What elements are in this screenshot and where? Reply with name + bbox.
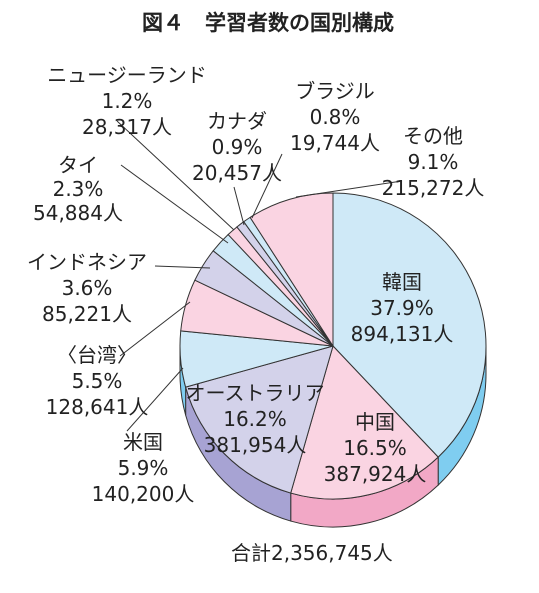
leader-lines — [116, 120, 403, 432]
slice-name-label-ニュージーランド: ニュージーランド — [47, 63, 207, 87]
slice-count-label-オーストラリア: 381,954人 — [204, 433, 307, 457]
slice-name-label-米国: 米国 — [123, 430, 163, 454]
pie-slice-韓国 — [332, 192, 487, 458]
leader-line-ニュージーランド — [116, 120, 235, 231]
leader-line-その他 — [295, 180, 403, 198]
slice-count-label-中国: 387,924人 — [324, 462, 427, 486]
slice-percent-label-タイ: 2.3% — [53, 177, 104, 201]
slice-name-label-オーストラリア: オーストラリア — [186, 381, 325, 405]
slice-name-label-台湾: 〈台湾〉 — [57, 343, 137, 367]
slice-percent-label-オーストラリア: 16.2% — [223, 407, 287, 431]
leader-line-タイ — [120, 164, 229, 244]
leader-line-米国 — [126, 367, 184, 432]
slice-percent-label-インドネシア: 3.6% — [62, 276, 113, 300]
slice-count-label-ニュージーランド: 28,317人 — [82, 115, 172, 139]
slice-count-label-韓国: 894,131人 — [351, 322, 454, 346]
slice-name-label-ブラジル: ブラジル — [295, 79, 375, 103]
leader-line-カナダ — [233, 186, 245, 226]
slice-percent-label-ブラジル: 0.8% — [310, 105, 361, 129]
slice-name-label-タイ: タイ — [58, 153, 98, 177]
slice-percent-label-その他: 9.1% — [408, 150, 459, 174]
slice-count-label-カナダ: 20,457人 — [192, 161, 282, 185]
pie-slices — [179, 192, 487, 500]
slice-name-label-中国: 中国 — [355, 410, 395, 434]
leader-line-インドネシア — [154, 265, 211, 269]
slice-percent-label-カナダ: 0.9% — [212, 135, 263, 159]
chart-title: 図４ 学習者数の国別構成 — [142, 11, 394, 35]
slice-percent-label-台湾: 5.5% — [72, 369, 123, 393]
slice-count-label-ブラジル: 19,744人 — [290, 131, 380, 155]
slice-percent-label-ニュージーランド: 1.2% — [102, 89, 153, 113]
slice-name-label-韓国: 韓国 — [382, 270, 422, 294]
slice-count-label-タイ: 54,884人 — [33, 201, 123, 225]
slice-percent-label-米国: 5.9% — [118, 456, 169, 480]
slice-count-label-台湾: 128,641人 — [46, 395, 149, 419]
slice-name-label-カナダ: カナダ — [207, 109, 267, 133]
slice-percent-label-韓国: 37.9% — [370, 296, 434, 320]
slice-name-label-インドネシア: インドネシア — [27, 250, 147, 274]
slice-count-label-その他: 215,272人 — [382, 176, 485, 200]
pie-slice-オーストラリア — [185, 345, 334, 494]
slice-name-label-その他: その他 — [403, 124, 463, 148]
leader-line-ブラジル — [251, 153, 283, 219]
leader-line-台湾 — [119, 301, 191, 357]
pie-slice-その他 — [249, 192, 334, 348]
pie-slice-中国 — [290, 345, 439, 500]
total-label: 合計2,356,745人 — [231, 541, 393, 565]
slice-count-label-インドネシア: 85,221人 — [42, 302, 132, 326]
slice-count-label-米国: 140,200人 — [92, 482, 195, 506]
slice-percent-label-中国: 16.5% — [343, 436, 407, 460]
